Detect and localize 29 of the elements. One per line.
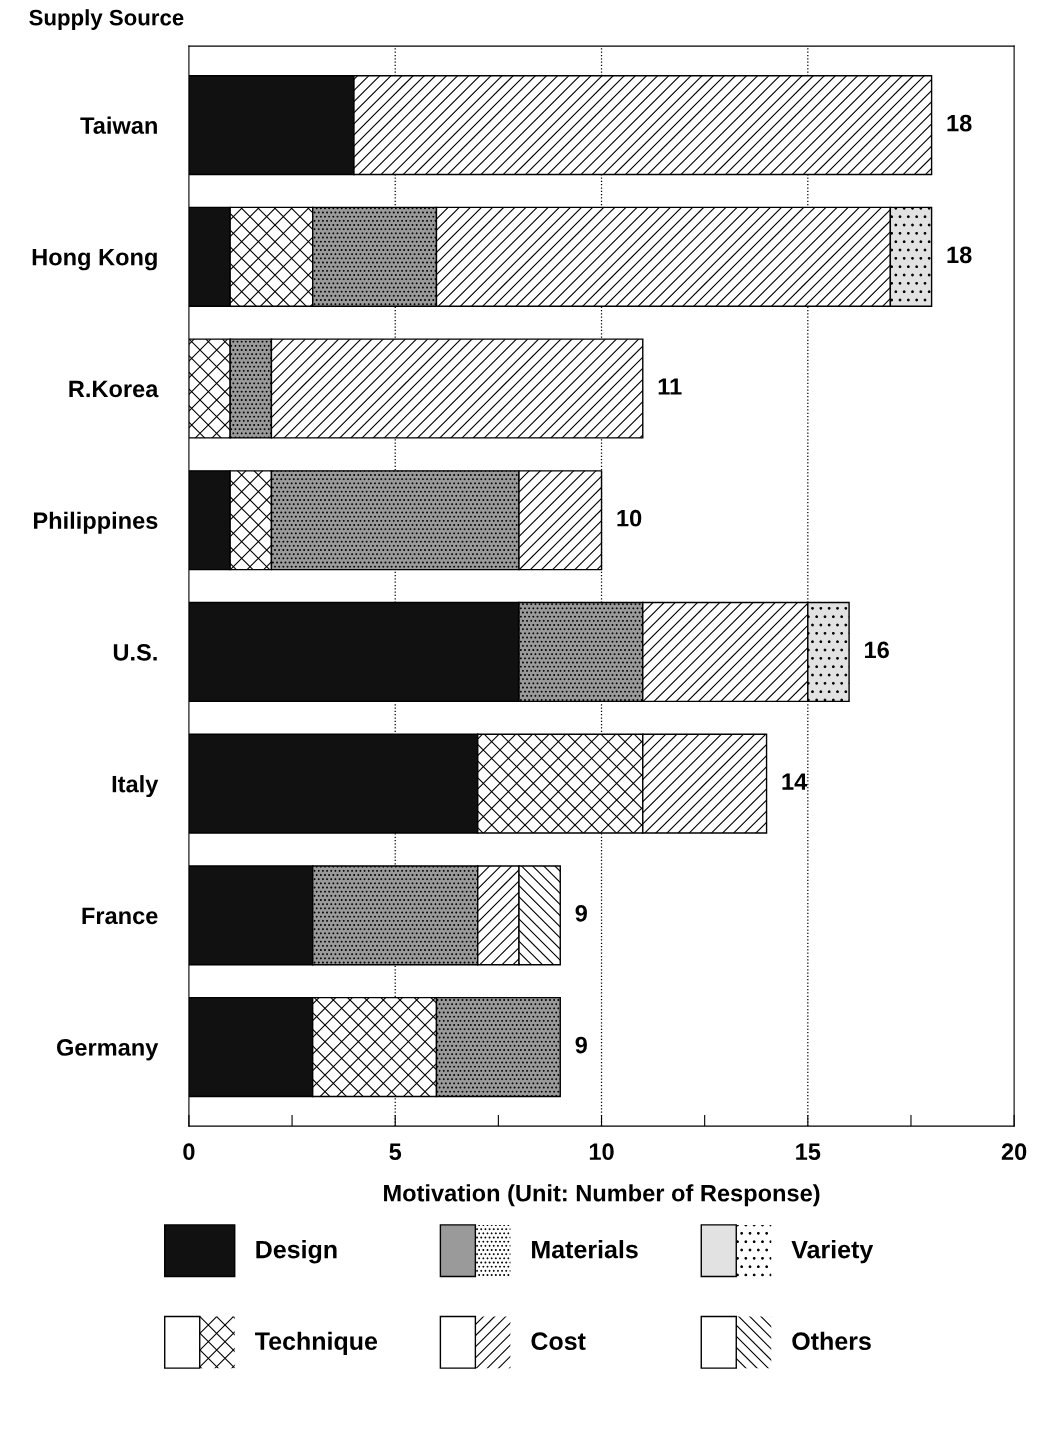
legend-label: Design [256,1240,337,1264]
y-tick-label: Germany [56,1039,159,1061]
total-label: 14 [782,773,808,790]
legend-label: Others [792,1331,871,1351]
total-label: 18 [947,114,972,132]
total-label: 16 [865,641,889,659]
y-tick-label: Italy [112,775,159,798]
x-tick-label: 10 [589,1143,614,1161]
y-tick-label: Hong Kong [32,249,157,271]
y-tick-label: Philippines [34,511,158,534]
total-label: 9 [575,1036,587,1054]
y-tick-label: U.S. [113,644,157,661]
legend-label: Variety [791,1240,874,1264]
y-axis-title: Supply Source [29,9,184,30]
x-tick-label: 5 [389,1143,402,1161]
y-tick-label: Taiwan [80,116,157,134]
x-tick-label: 20 [1001,1143,1027,1161]
total-label: 18 [947,246,972,264]
x-axis-title: Motivation (Unit: Number of Response) [384,1184,820,1207]
y-tick-label: France [82,907,158,925]
legend-label: Cost [531,1332,586,1351]
x-tick-label: 0 [183,1143,195,1161]
legend-label: Technique [255,1331,378,1355]
total-label: 11 [658,378,682,395]
x-tick-label: 15 [796,1143,821,1161]
total-label: 9 [575,904,587,922]
legend-label: Materials [532,1240,638,1259]
y-tick-label: R.Korea [69,380,159,398]
total-label: 10 [617,509,642,527]
